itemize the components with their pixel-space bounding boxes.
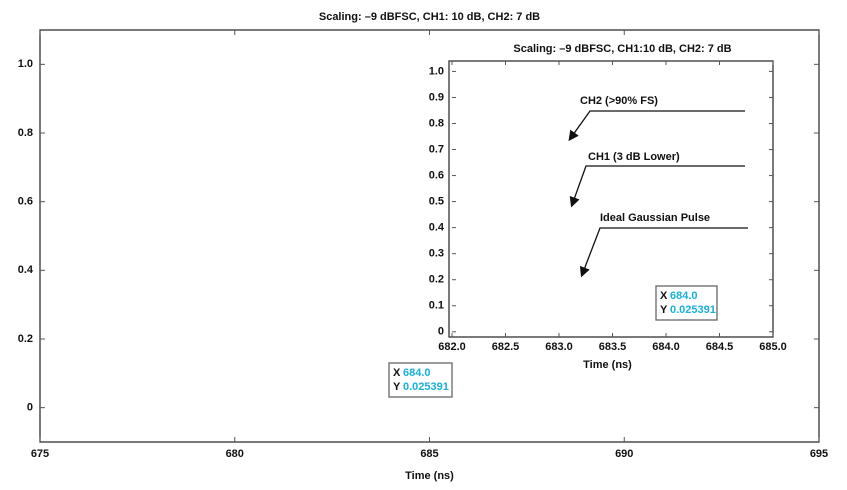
y-tick-label: 1.0 — [429, 65, 444, 77]
datatip-label: X — [393, 367, 401, 379]
y-tick-label: 0.2 — [429, 274, 444, 286]
x-tick-label: 695 — [810, 448, 828, 460]
y-tick-label: 0.9 — [429, 91, 444, 103]
datatip-value: 0.025391 — [670, 304, 716, 316]
x-tick-label: 682.0 — [438, 341, 466, 353]
chart-title: Scaling: –9 dBFSC, CH1:10 dB, CH2: 7 dB — [513, 43, 731, 55]
x-tick-label: 683.5 — [599, 341, 627, 353]
annotation: Ideal Gaussian Pulse — [600, 212, 710, 224]
annotation: CH1 (3 dB Lower) — [588, 151, 680, 163]
x-tick-label: 682.5 — [492, 341, 520, 353]
y-tick-label: 0.8 — [429, 117, 444, 129]
annotation-arrow — [569, 165, 745, 208]
x-tick-label: 680 — [226, 448, 244, 460]
y-tick-label: 0.6 — [429, 169, 444, 181]
x-tick-label: 683.0 — [545, 341, 573, 353]
datatip-value: 684.0 — [670, 290, 698, 302]
y-tick-label: 0 — [27, 402, 33, 414]
x-tick-label: 690 — [615, 448, 633, 460]
y-tick-label: 0.6 — [18, 196, 33, 208]
datatip-box — [655, 285, 718, 321]
y-tick-label: 0.8 — [18, 127, 33, 139]
y-tick-label: 0 — [438, 326, 444, 338]
x-axis-label: Time (ns) — [405, 470, 454, 482]
y-tick-label: 0.3 — [429, 248, 444, 260]
y-tick-label: 0.4 — [429, 222, 445, 234]
y-tick-label: 0.7 — [429, 143, 444, 155]
inset-plot-frame — [448, 60, 774, 338]
x-tick-label: 675 — [31, 448, 49, 460]
y-tick-label: 0.1 — [429, 300, 444, 312]
datatip-value: 684.0 — [403, 367, 431, 379]
x-tick-label: 685 — [420, 448, 438, 460]
datatip-label: X — [660, 290, 668, 302]
y-tick-label: 0.2 — [18, 333, 33, 345]
annotation: CH2 (>90% FS) — [580, 95, 658, 107]
annotation-arrow — [579, 227, 748, 278]
datatip-value: 0.025391 — [403, 381, 449, 393]
annotation-arrow — [568, 110, 745, 142]
y-tick-label: 0.5 — [429, 196, 444, 208]
y-tick-label: 0.4 — [18, 264, 34, 276]
datatip-label: Y — [393, 381, 401, 393]
x-tick-label: 684.5 — [706, 341, 734, 353]
chart-title: Scaling: –9 dBFSC, CH1: 10 dB, CH2: 7 dB — [319, 11, 540, 23]
datatip-box — [388, 362, 453, 398]
y-tick-label: 1.0 — [18, 58, 33, 70]
x-tick-label: 684.0 — [652, 341, 680, 353]
x-tick-label: 685.0 — [759, 341, 787, 353]
datatip-label: Y — [660, 304, 668, 316]
x-axis-label: Time (ns) — [583, 359, 632, 371]
